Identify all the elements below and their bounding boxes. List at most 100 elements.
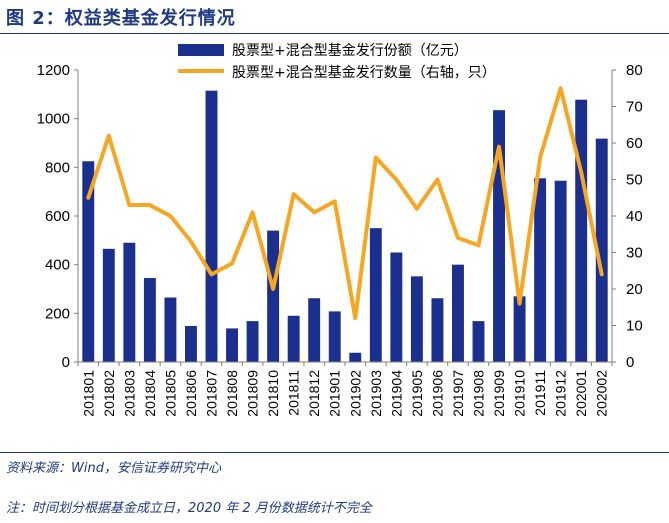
line-point-201804 — [148, 203, 152, 207]
line-point-201812 — [312, 210, 316, 214]
left-tick-label: 400 — [45, 257, 70, 274]
x-tick-label-201802: 201802 — [101, 370, 117, 417]
bar-201810 — [267, 230, 280, 362]
line-point-201910 — [518, 302, 522, 306]
source-text: 资料来源：Wind，安信证券研究中心 — [6, 461, 221, 476]
line-point-201803 — [127, 203, 131, 207]
x-tick-label-201811: 201811 — [286, 370, 302, 416]
left-tick-label: 1000 — [37, 111, 70, 128]
bar-201907 — [452, 264, 464, 362]
bar-201806 — [185, 325, 197, 362]
line-point-201904 — [394, 178, 398, 181]
axes: 0 200 400 600 800 1000 1200 0 10 20 30 40 50 60 70 80 20… — [37, 62, 643, 417]
line-point-201909 — [497, 145, 501, 149]
bar-201805 — [164, 297, 177, 362]
right-tick-label: 60 — [626, 135, 643, 152]
line-series — [86, 86, 604, 321]
x-tick-label-201901: 201901 — [327, 370, 343, 417]
line-point-201811 — [292, 192, 296, 196]
bar-201909 — [493, 110, 505, 363]
bar-201904 — [390, 252, 403, 362]
x-tick-label-201910: 201910 — [512, 370, 528, 417]
bar-201803 — [123, 242, 136, 362]
legend-bar-label: 股票型+混合型基金发行份额（亿元） — [232, 42, 468, 59]
right-tick-label: 50 — [626, 172, 643, 189]
bar-201807 — [205, 90, 218, 362]
x-tick-label-201812: 201812 — [306, 370, 322, 417]
title-divider — [0, 33, 669, 34]
x-tick-label-201911: 201911 — [532, 370, 548, 416]
legend: 股票型+混合型基金发行份额（亿元） 股票型+混合型基金发行数量（右轴，只） — [178, 42, 496, 81]
right-tick-label: 10 — [626, 318, 643, 335]
x-tick-label-201908: 201908 — [471, 370, 487, 417]
figure-title: 图 2：权益类基金发行情况 — [6, 8, 236, 29]
line-point-201810 — [271, 287, 275, 291]
bar-201905 — [410, 276, 423, 362]
right-tick-label: 20 — [626, 281, 643, 298]
x-tick-label-201809: 201809 — [245, 370, 261, 417]
line-path — [86, 86, 604, 321]
x-tick-label-201801: 201801 — [80, 370, 96, 417]
bar-202002 — [595, 138, 608, 362]
right-tick-label: 40 — [626, 208, 643, 225]
line-point-201901 — [333, 199, 337, 203]
right-tick-label: 70 — [626, 99, 643, 116]
bar-201809 — [246, 321, 259, 362]
line-point-201809 — [251, 210, 255, 214]
bar-201906 — [431, 298, 444, 362]
bar-201801 — [82, 161, 95, 362]
note-text: 注：时间划分根据基金成立日，2020 年 2 月份数据统计不完全 — [6, 501, 372, 516]
line-point-201807 — [210, 272, 213, 276]
x-tick-label-201810: 201810 — [265, 370, 281, 417]
line-point-201911 — [538, 156, 542, 160]
line-point-201908 — [477, 243, 480, 247]
line-point-202001 — [579, 170, 583, 174]
left-tick-label: 0 — [62, 354, 70, 371]
bar-201808 — [226, 328, 238, 362]
right-tick-label: 80 — [626, 62, 643, 79]
bar-201908 — [472, 321, 485, 362]
bar-201901 — [328, 311, 341, 362]
x-tick-label-202001: 202001 — [573, 370, 589, 417]
line-point-201905 — [415, 207, 419, 211]
line-point-201912 — [559, 86, 563, 90]
left-tick-label: 600 — [45, 208, 70, 225]
bar-202001 — [575, 99, 588, 362]
left-tick-label: 800 — [45, 159, 70, 176]
x-tick-label-201907: 201907 — [450, 370, 466, 417]
line-point-202002 — [600, 272, 604, 276]
line-point-201906 — [435, 178, 439, 181]
bar-201804 — [143, 278, 156, 362]
x-tick-label-201904: 201904 — [388, 370, 404, 417]
bar-201802 — [102, 248, 115, 362]
bar-201902 — [349, 352, 362, 362]
right-tick-label: 0 — [626, 354, 634, 371]
line-point-201903 — [374, 156, 378, 160]
x-tick-label-201804: 201804 — [142, 370, 158, 417]
chart-area: 股票型+混合型基金发行份额（亿元） 股票型+混合型基金发行数量（右轴，只） 0 20… — [37, 42, 643, 417]
bar-series — [82, 90, 608, 363]
x-tick-label-201805: 201805 — [162, 370, 178, 417]
bar-201911 — [534, 178, 547, 362]
x-tick-label-201912: 201912 — [553, 370, 569, 417]
x-tick-label-201906: 201906 — [429, 370, 445, 417]
bar-201812 — [308, 298, 321, 362]
legend-bar-swatch — [178, 44, 224, 56]
x-tick-label-201902: 201902 — [347, 370, 363, 417]
line-point-201808 — [230, 261, 234, 265]
x-tick-label-201903: 201903 — [368, 370, 384, 417]
x-tick-label-201806: 201806 — [183, 370, 199, 417]
x-tick-label-201807: 201807 — [204, 370, 220, 417]
line-point-201802 — [107, 134, 111, 138]
bar-201910 — [513, 296, 526, 362]
right-tick-label: 30 — [626, 245, 643, 262]
bar-201912 — [554, 180, 567, 362]
x-tick-label-201803: 201803 — [121, 370, 137, 417]
x-tick-label-201905: 201905 — [409, 370, 425, 417]
legend-line-label: 股票型+混合型基金发行数量（右轴，只） — [232, 64, 496, 81]
source-divider — [0, 452, 669, 453]
x-tick-label-202002: 202002 — [594, 370, 610, 417]
line-point-201902 — [353, 316, 357, 320]
bar-201811 — [287, 315, 300, 362]
line-point-201801 — [86, 196, 90, 200]
